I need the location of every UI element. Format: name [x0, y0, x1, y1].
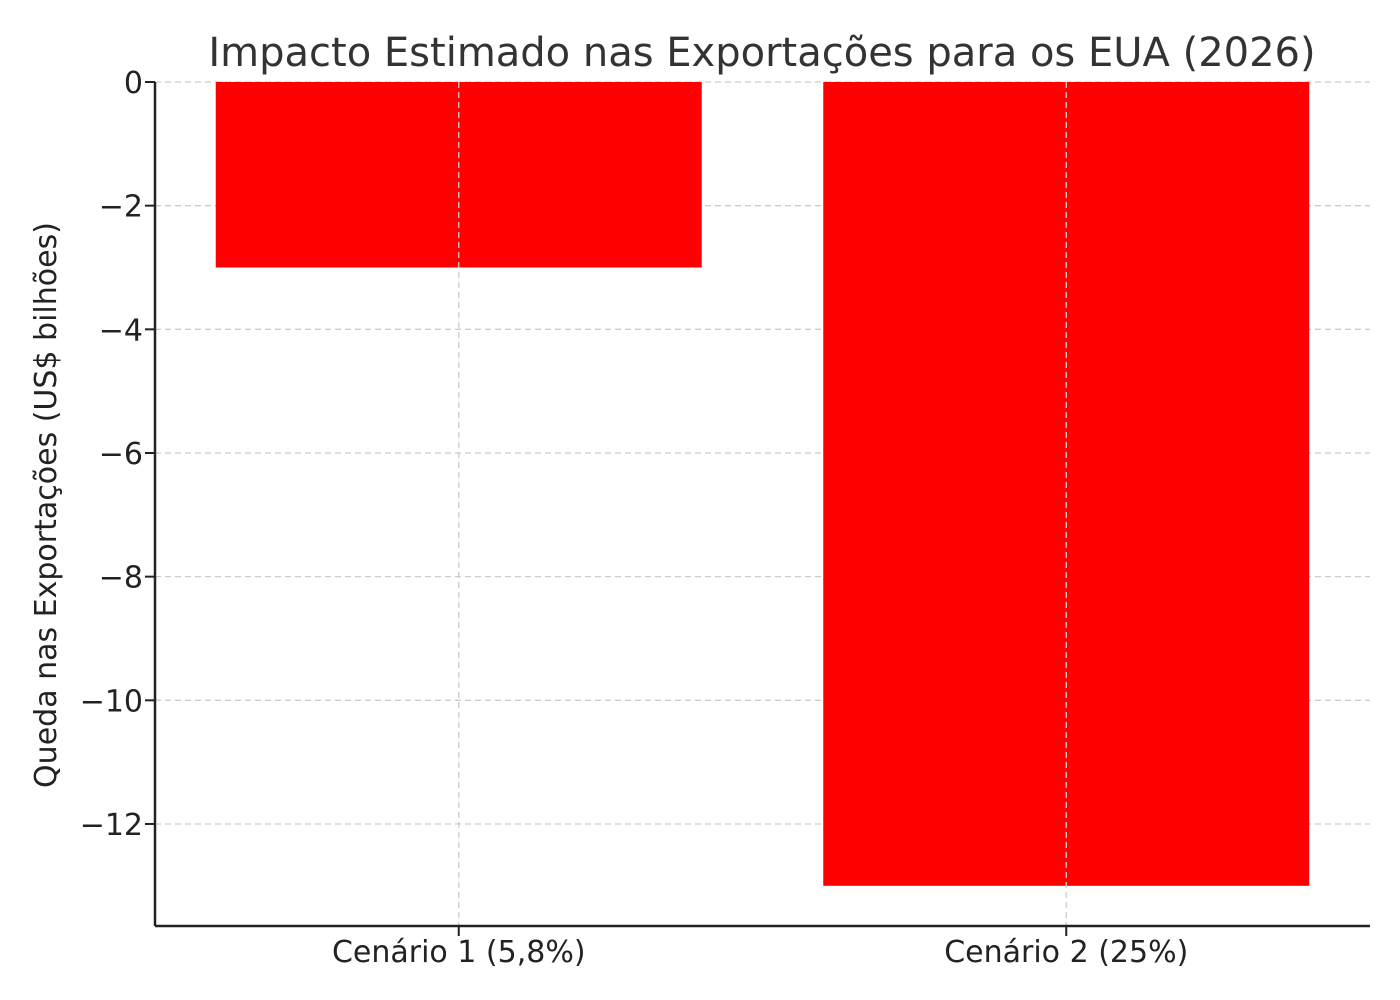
y-tick-label: −4: [99, 313, 143, 348]
y-tick-label: −10: [80, 684, 143, 719]
x-tick-label: Cenário 1 (5,8%): [332, 935, 586, 970]
y-tick-label: −2: [99, 190, 143, 225]
y-tick-label: −12: [80, 808, 143, 843]
x-tick-label: Cenário 2 (25%): [944, 935, 1188, 970]
y-ticks: 0 −2 −4 −6 −8 −10 −12: [80, 66, 155, 843]
axes: [153, 82, 1370, 928]
x-ticks: Cenário 1 (5,8%) Cenário 2 (25%): [332, 926, 1188, 970]
y-axis-label: Queda nas Exportações (US$ bilhões): [29, 222, 64, 788]
y-tick-label: 0: [124, 66, 143, 101]
y-tick-label: −8: [99, 561, 143, 596]
chart-title: Impacto Estimado nas Exportações para os…: [208, 30, 1315, 76]
bars: [215, 82, 1310, 926]
y-tick-label: −6: [99, 437, 143, 472]
